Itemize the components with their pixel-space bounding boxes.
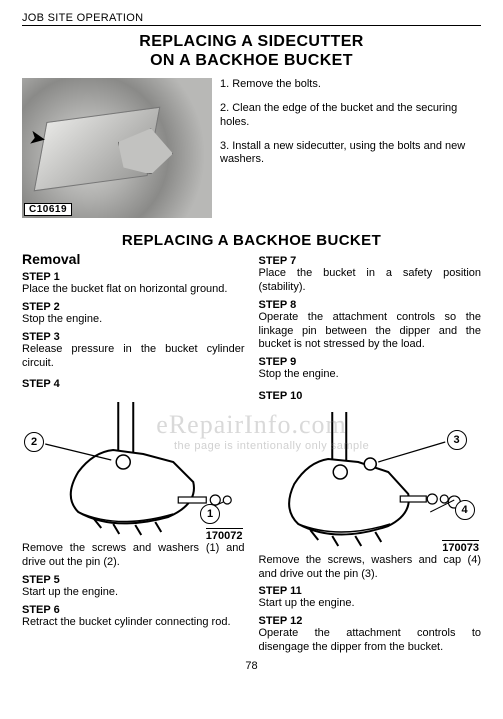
step9-text: Stop the engine. <box>259 368 482 382</box>
step8-text: Operate the attachment controls so the l… <box>259 311 482 352</box>
step9-label: STEP 9 <box>259 356 482 368</box>
step5-text: Start up the engine. <box>22 586 245 600</box>
callout-3: 3 <box>447 430 467 450</box>
bucket-svg-2 <box>259 404 482 554</box>
step3-text: Release pressure in the bucket cylinder … <box>22 343 245 371</box>
page-number: 78 <box>22 660 481 672</box>
sidecutter-photo: ➤ C10619 <box>22 78 212 218</box>
step7-label: STEP 7 <box>259 255 482 267</box>
step7-text: Place the bucket in a safety position (s… <box>259 267 482 295</box>
step7: STEP 7 Place the bucket in a safety posi… <box>259 255 482 295</box>
removal-columns: Removal STEP 1 Place the bucket flat on … <box>22 251 481 657</box>
step5: STEP 5 Start up the engine. <box>22 574 245 600</box>
title-sidecutter: REPLACING A SIDECUTTER ON A BACKHOE BUCK… <box>22 32 481 70</box>
diagram-1: 2 1 170072 <box>22 392 245 542</box>
step10-label: STEP 10 <box>259 390 482 402</box>
step10-text: Remove the screws, washers and cap (4) a… <box>259 554 482 582</box>
step1: STEP 1 Place the bucket flat on horizont… <box>22 271 245 297</box>
step9: STEP 9 Stop the engine. <box>259 356 482 382</box>
title-line1: REPLACING A SIDECUTTER <box>139 33 364 50</box>
section-header: JOB SITE OPERATION <box>22 12 481 26</box>
col-right: STEP 7 Place the bucket in a safety posi… <box>259 251 482 657</box>
step8: STEP 8 Operate the attachment controls s… <box>259 299 482 352</box>
step6-text: Retract the bucket cylinder connecting r… <box>22 616 245 630</box>
photo-caption: C10619 <box>24 203 72 216</box>
step1-label: STEP 1 <box>22 271 245 283</box>
step12-text: Operate the attachment controls to disen… <box>259 627 482 655</box>
removal-heading: Removal <box>22 251 245 267</box>
section-header-text: JOB SITE OPERATION <box>22 12 481 26</box>
sc-step1: 1. Remove the bolts. <box>220 78 481 92</box>
step11-text: Start up the engine. <box>259 597 482 611</box>
sidecutter-steps: 1. Remove the bolts. 2. Clean the edge o… <box>220 78 481 218</box>
step6: STEP 6 Retract the bucket cylinder conne… <box>22 604 245 630</box>
col-left: Removal STEP 1 Place the bucket flat on … <box>22 251 245 657</box>
sidecutter-row: ➤ C10619 1. Remove the bolts. 2. Clean t… <box>22 78 481 218</box>
step2-text: Stop the engine. <box>22 313 245 327</box>
title-backhoe: REPLACING A BACKHOE BUCKET <box>22 232 481 249</box>
step1-text: Place the bucket flat on horizontal grou… <box>22 283 245 297</box>
step2-label: STEP 2 <box>22 301 245 313</box>
step11: STEP 11 Start up the engine. <box>259 585 482 611</box>
sc-step2: 2. Clean the edge of the bucket and the … <box>220 102 481 130</box>
step5-label: STEP 5 <box>22 574 245 586</box>
step8-label: STEP 8 <box>259 299 482 311</box>
fig1-number: 170072 <box>206 528 243 542</box>
step12-label: STEP 12 <box>259 615 482 627</box>
callout-4: 4 <box>455 500 475 520</box>
step12: STEP 12 Operate the attachment controls … <box>259 615 482 655</box>
step6-label: STEP 6 <box>22 604 245 616</box>
step4-label: STEP 4 <box>22 378 245 390</box>
step3: STEP 3 Release pressure in the bucket cy… <box>22 331 245 371</box>
step4-text: Remove the screws and washers (1) and dr… <box>22 542 245 570</box>
step3-label: STEP 3 <box>22 331 245 343</box>
sc-step3: 3. Install a new sidecutter, using the b… <box>220 140 481 168</box>
fig2-number: 170073 <box>442 540 479 554</box>
step2: STEP 2 Stop the engine. <box>22 301 245 327</box>
title-line2: ON A BACKHOE BUCKET <box>150 52 353 69</box>
step11-label: STEP 11 <box>259 585 482 597</box>
diagram-2: 3 4 170073 <box>259 404 482 554</box>
